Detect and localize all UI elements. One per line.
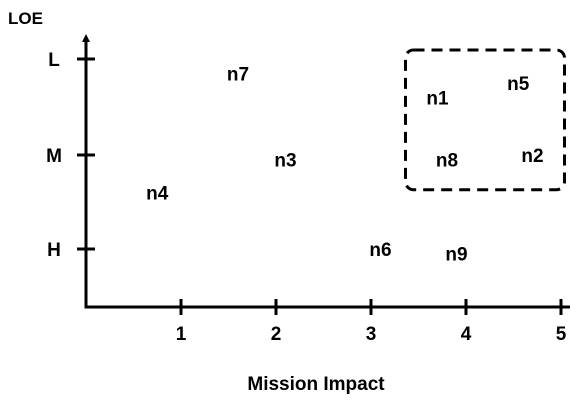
x-axis-label: Mission Impact [247,374,385,395]
x-tick-label: 2 [271,324,282,345]
point-label-n6: n6 [369,240,391,261]
point-label-n2: n2 [521,146,543,167]
x-tick-label: 1 [176,324,187,345]
x-tick-label: 3 [366,324,377,345]
axes [82,34,570,309]
y-tick-label: L [48,50,60,71]
y-tick-label: H [47,240,61,261]
point-label-n3: n3 [274,151,296,172]
y-ticks: L M H [46,50,95,261]
point-label-n7: n7 [227,64,249,85]
y-tick-label: M [46,146,62,167]
x-tick-label: 5 [556,324,567,345]
y-axis-arrow [82,34,90,42]
point-label-n8: n8 [436,151,458,172]
x-tick-label: 4 [461,324,472,345]
point-label-n5: n5 [507,74,530,95]
point-label-n4: n4 [146,184,169,205]
point-label-n9: n9 [445,245,467,266]
highlight-box [404,48,566,192]
points: n1 n2 n3 n4 n5 n6 n7 n8 n9 [146,64,543,265]
point-label-n1: n1 [426,88,449,109]
x-ticks: 1 2 3 4 5 [176,299,567,345]
y-axis-label: LOE [8,9,43,28]
